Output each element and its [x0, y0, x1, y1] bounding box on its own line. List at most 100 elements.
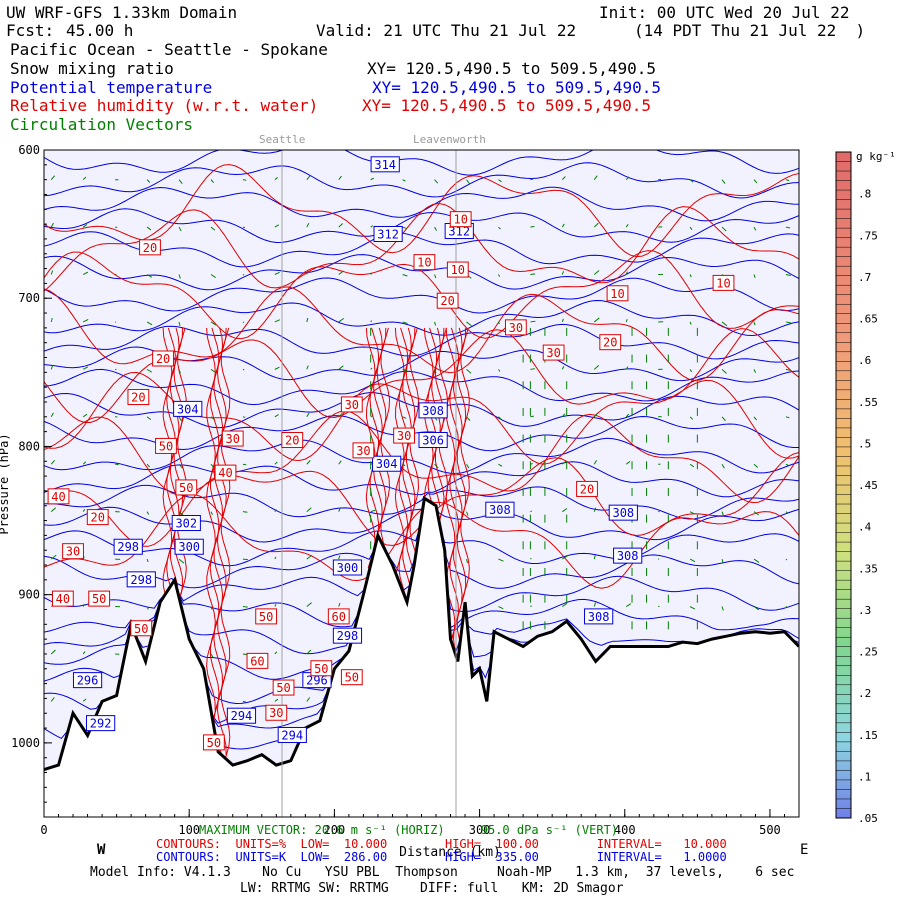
- circulation-vector: [434, 274, 437, 279]
- rh-contour-label: 50: [276, 681, 290, 695]
- circulation-vector: [625, 366, 629, 370]
- rh-contour-label: 10: [610, 287, 624, 301]
- theta-contour-label: 308: [617, 549, 639, 563]
- rh-contour: [460, 327, 470, 604]
- colorbar-tick-label: .1: [858, 770, 871, 783]
- rh-contour-label: 10: [453, 213, 467, 227]
- theta-contour-label: 308: [588, 610, 610, 624]
- y-axis-title: Pressure (hPa): [0, 433, 11, 534]
- theta-contour-label-box: [277, 726, 307, 743]
- theta-isentrope: [44, 150, 799, 176]
- circulation-vector: [178, 274, 181, 279]
- theta-contour-label-box: [418, 432, 448, 449]
- circulation-vector: [306, 317, 309, 323]
- terrain-line: [44, 495, 799, 772]
- circulation-vector: [625, 603, 632, 607]
- circulation-vector: [402, 558, 405, 561]
- circulation-vector: [498, 416, 502, 420]
- circulation-vector: [178, 226, 182, 232]
- x-tick-label: 300: [469, 823, 491, 837]
- max-vector-note: MAXIMUM VECTOR: 20.6 m s⁻¹ (HORIZ) 95.0 …: [199, 823, 619, 837]
- theta-contour-label: 312: [448, 225, 470, 239]
- colorbar-tick-label: .05: [858, 812, 878, 825]
- rh-contour-label: 50: [207, 736, 221, 750]
- rh-contour: [44, 164, 799, 258]
- rh-contour: [44, 371, 799, 465]
- circulation-vector: [306, 175, 311, 180]
- circulation-vector: [338, 412, 343, 418]
- colorbar-tick-label: .65: [858, 313, 878, 326]
- circulation-vector: [82, 224, 88, 228]
- circulation-vector: [274, 509, 277, 512]
- rh-contour-label-box: [413, 254, 436, 271]
- theta-contour-label: 302: [175, 517, 197, 531]
- circulation-vector: [210, 653, 214, 658]
- circulation-vector: [434, 321, 437, 326]
- circulation-vector: [274, 366, 280, 370]
- circulation-vector: [274, 604, 277, 607]
- circulation-vector: [242, 274, 245, 276]
- theta-contour-label-box: [418, 402, 448, 419]
- theta-isentrope: [44, 323, 799, 360]
- rh-contour-label: 60: [332, 610, 346, 624]
- circulation-vector: [306, 697, 311, 702]
- y-tick-label: 800: [18, 439, 40, 453]
- circulation-vector: [338, 602, 341, 607]
- rh-contour-label-box: [352, 442, 375, 459]
- rh-contour-label: 50: [159, 439, 173, 453]
- theta-contour-label: 304: [376, 457, 398, 471]
- circulation-vector: [210, 558, 213, 563]
- circulation-vector: [721, 558, 724, 564]
- circulation-vector: [210, 416, 215, 421]
- theta-contour-label: 296: [77, 674, 99, 688]
- rh-contour-label: 20: [90, 511, 104, 525]
- circulation-vector: [274, 698, 279, 702]
- circulation-vector: [753, 463, 759, 468]
- colorbar-tick-label: .45: [858, 479, 878, 492]
- rh-contour-label-box: [265, 704, 288, 721]
- colorbar-title: g kg⁻¹: [856, 150, 896, 163]
- rh-contour-label-box: [606, 285, 629, 302]
- circulation-vector: [274, 651, 278, 655]
- circulation-vector: [593, 554, 596, 560]
- theta-contour-label: 306: [422, 434, 444, 448]
- circulation-vector: [306, 602, 312, 607]
- circulation-vector: [721, 416, 726, 422]
- model-title: UW WRF-GFS 1.33km Domain: [6, 3, 238, 22]
- circulation-vector: [753, 511, 759, 516]
- circulation-vector: [466, 179, 470, 184]
- circulation-vector: [50, 507, 56, 513]
- circulation-vector: [689, 606, 696, 610]
- circulation-vector: [625, 176, 630, 181]
- circulation-vector: [146, 511, 150, 515]
- theta-contour-note: CONTOURS: UNITS=K LOW= 286.00 HIGH= 335.…: [156, 850, 727, 864]
- theta-contour-label: 300: [178, 540, 200, 554]
- circulation-vector: [498, 606, 504, 610]
- circulation-vector: [82, 319, 89, 323]
- rh-contour-label: 30: [546, 346, 560, 360]
- theta-contour-label: 298: [130, 573, 152, 587]
- circulation-vector: [146, 226, 152, 231]
- rh-contour-label-box: [255, 608, 278, 625]
- circulation-vector: [210, 606, 213, 610]
- circulation-vector: [562, 602, 568, 607]
- rh-contour-label-box: [340, 396, 363, 413]
- circulation-vector: [178, 179, 183, 184]
- circulation-vector: [562, 460, 567, 465]
- circulation-vector: [625, 413, 630, 418]
- circulation-vector: [178, 369, 181, 374]
- circulation-vector: [146, 321, 153, 326]
- colorbar-tick-label: .3: [858, 604, 871, 617]
- rh-contour-label: 30: [226, 432, 240, 446]
- circulation-vector: [593, 175, 598, 180]
- circulation-vector: [210, 179, 215, 184]
- rh-contour: [177, 327, 187, 613]
- circulation-vector: [466, 321, 472, 327]
- rh-contour-label-box: [246, 652, 269, 669]
- rh-contour-label-box: [47, 488, 70, 505]
- circulation-vector: [402, 511, 405, 514]
- rh-contour-label-box: [281, 432, 304, 449]
- theta-contour-label: 308: [612, 506, 634, 520]
- x-tick-label: 400: [614, 823, 636, 837]
- theta-contour-label-box: [332, 559, 363, 576]
